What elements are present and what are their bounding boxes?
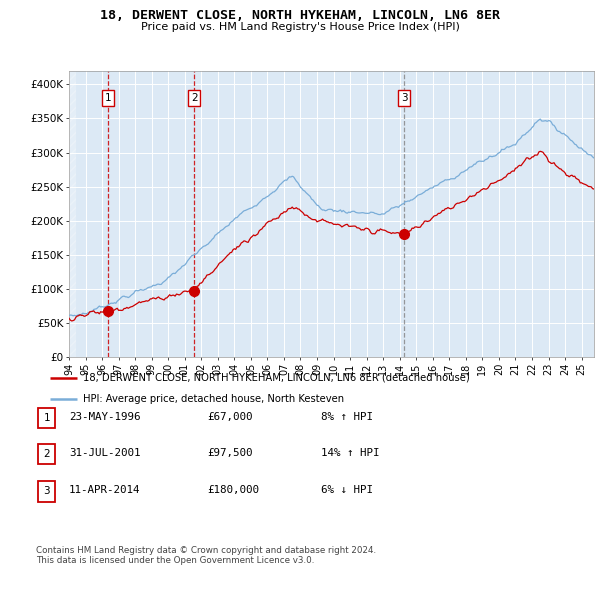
- Text: 8% ↑ HPI: 8% ↑ HPI: [321, 412, 373, 421]
- Text: 14% ↑ HPI: 14% ↑ HPI: [321, 448, 380, 458]
- Text: £67,000: £67,000: [207, 412, 253, 421]
- Text: Price paid vs. HM Land Registry's House Price Index (HPI): Price paid vs. HM Land Registry's House …: [140, 22, 460, 32]
- Text: 2: 2: [191, 93, 197, 103]
- Text: 31-JUL-2001: 31-JUL-2001: [69, 448, 140, 458]
- Text: 23-MAY-1996: 23-MAY-1996: [69, 412, 140, 421]
- Text: 6% ↓ HPI: 6% ↓ HPI: [321, 486, 373, 495]
- Text: 18, DERWENT CLOSE, NORTH HYKEHAM, LINCOLN, LN6 8ER: 18, DERWENT CLOSE, NORTH HYKEHAM, LINCOL…: [100, 9, 500, 22]
- Text: 2: 2: [43, 450, 50, 459]
- Bar: [69, 71, 76, 357]
- Text: 18, DERWENT CLOSE, NORTH HYKEHAM, LINCOLN, LN6 8ER (detached house): 18, DERWENT CLOSE, NORTH HYKEHAM, LINCOL…: [83, 373, 470, 383]
- Text: 3: 3: [43, 487, 50, 496]
- Text: 3: 3: [401, 93, 407, 103]
- Text: 1: 1: [105, 93, 112, 103]
- Text: Contains HM Land Registry data © Crown copyright and database right 2024.
This d: Contains HM Land Registry data © Crown c…: [36, 546, 376, 565]
- Text: £97,500: £97,500: [207, 448, 253, 458]
- Text: 1: 1: [43, 413, 50, 422]
- Text: £180,000: £180,000: [207, 486, 259, 495]
- Text: HPI: Average price, detached house, North Kesteven: HPI: Average price, detached house, Nort…: [83, 394, 344, 404]
- Text: 11-APR-2014: 11-APR-2014: [69, 486, 140, 495]
